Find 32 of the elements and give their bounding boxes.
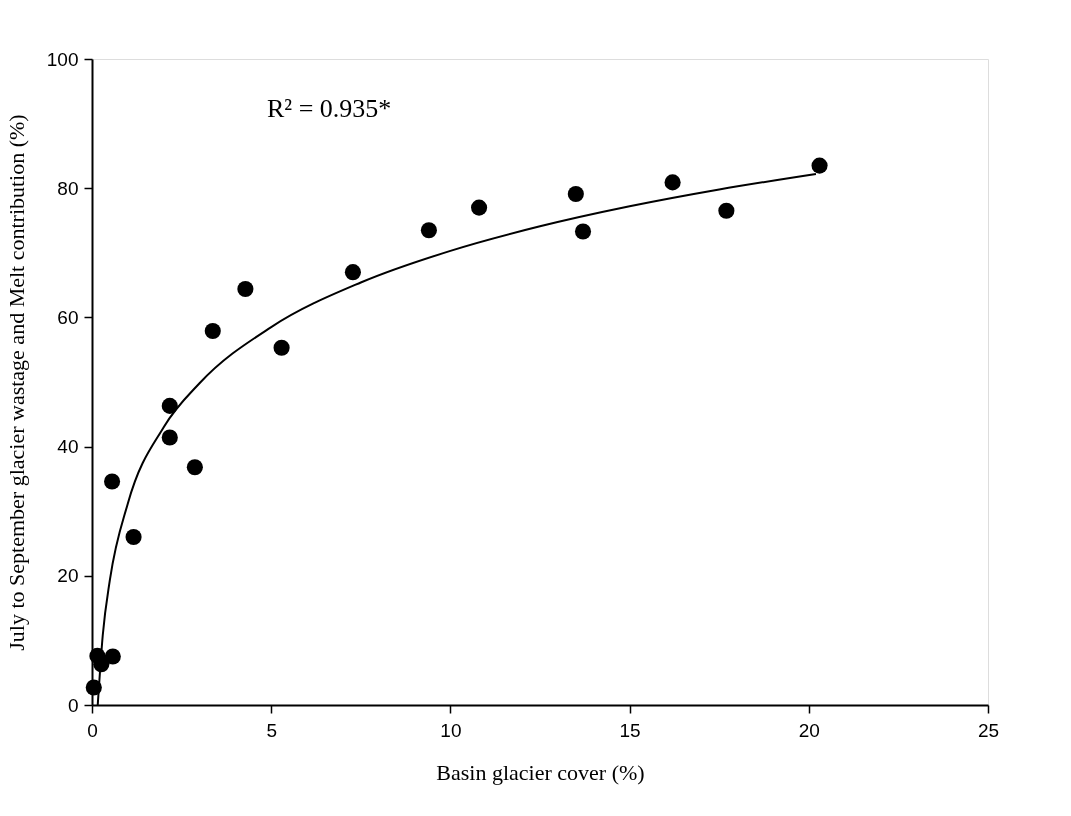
x-tick-label: 0 bbox=[87, 719, 98, 741]
y-tick-label: 80 bbox=[57, 177, 79, 199]
point bbox=[186, 459, 203, 476]
x-tick-label: 10 bbox=[440, 719, 462, 741]
point bbox=[237, 280, 254, 298]
x-tick-label: 15 bbox=[619, 719, 641, 741]
point bbox=[420, 222, 437, 239]
point bbox=[204, 322, 221, 340]
point bbox=[718, 202, 735, 219]
x-axis-title: Basin glacier cover (%) bbox=[436, 759, 645, 785]
point bbox=[104, 473, 121, 490]
x-tick-label: 25 bbox=[977, 719, 1000, 741]
point bbox=[273, 339, 290, 356]
point bbox=[125, 528, 142, 546]
point bbox=[104, 648, 121, 665]
y-tick-label: 60 bbox=[57, 306, 79, 328]
y-tick-label: 40 bbox=[57, 436, 79, 458]
point bbox=[471, 199, 488, 216]
point bbox=[161, 429, 178, 446]
y-tick-label: 0 bbox=[67, 694, 79, 716]
point bbox=[574, 223, 592, 240]
point bbox=[161, 397, 178, 414]
point bbox=[567, 185, 584, 203]
y-axis-title: July to September glacier wastage and Melt contribution (%) bbox=[3, 114, 29, 651]
point bbox=[344, 264, 361, 281]
point bbox=[664, 174, 681, 191]
annotation: R² = 0.935* bbox=[267, 94, 392, 123]
y-tick-label: 20 bbox=[57, 565, 79, 587]
x-tick-label: 20 bbox=[798, 719, 820, 741]
point bbox=[811, 157, 828, 174]
x-tick-label: 5 bbox=[266, 719, 277, 741]
y-tick-label: 100 bbox=[46, 48, 79, 70]
